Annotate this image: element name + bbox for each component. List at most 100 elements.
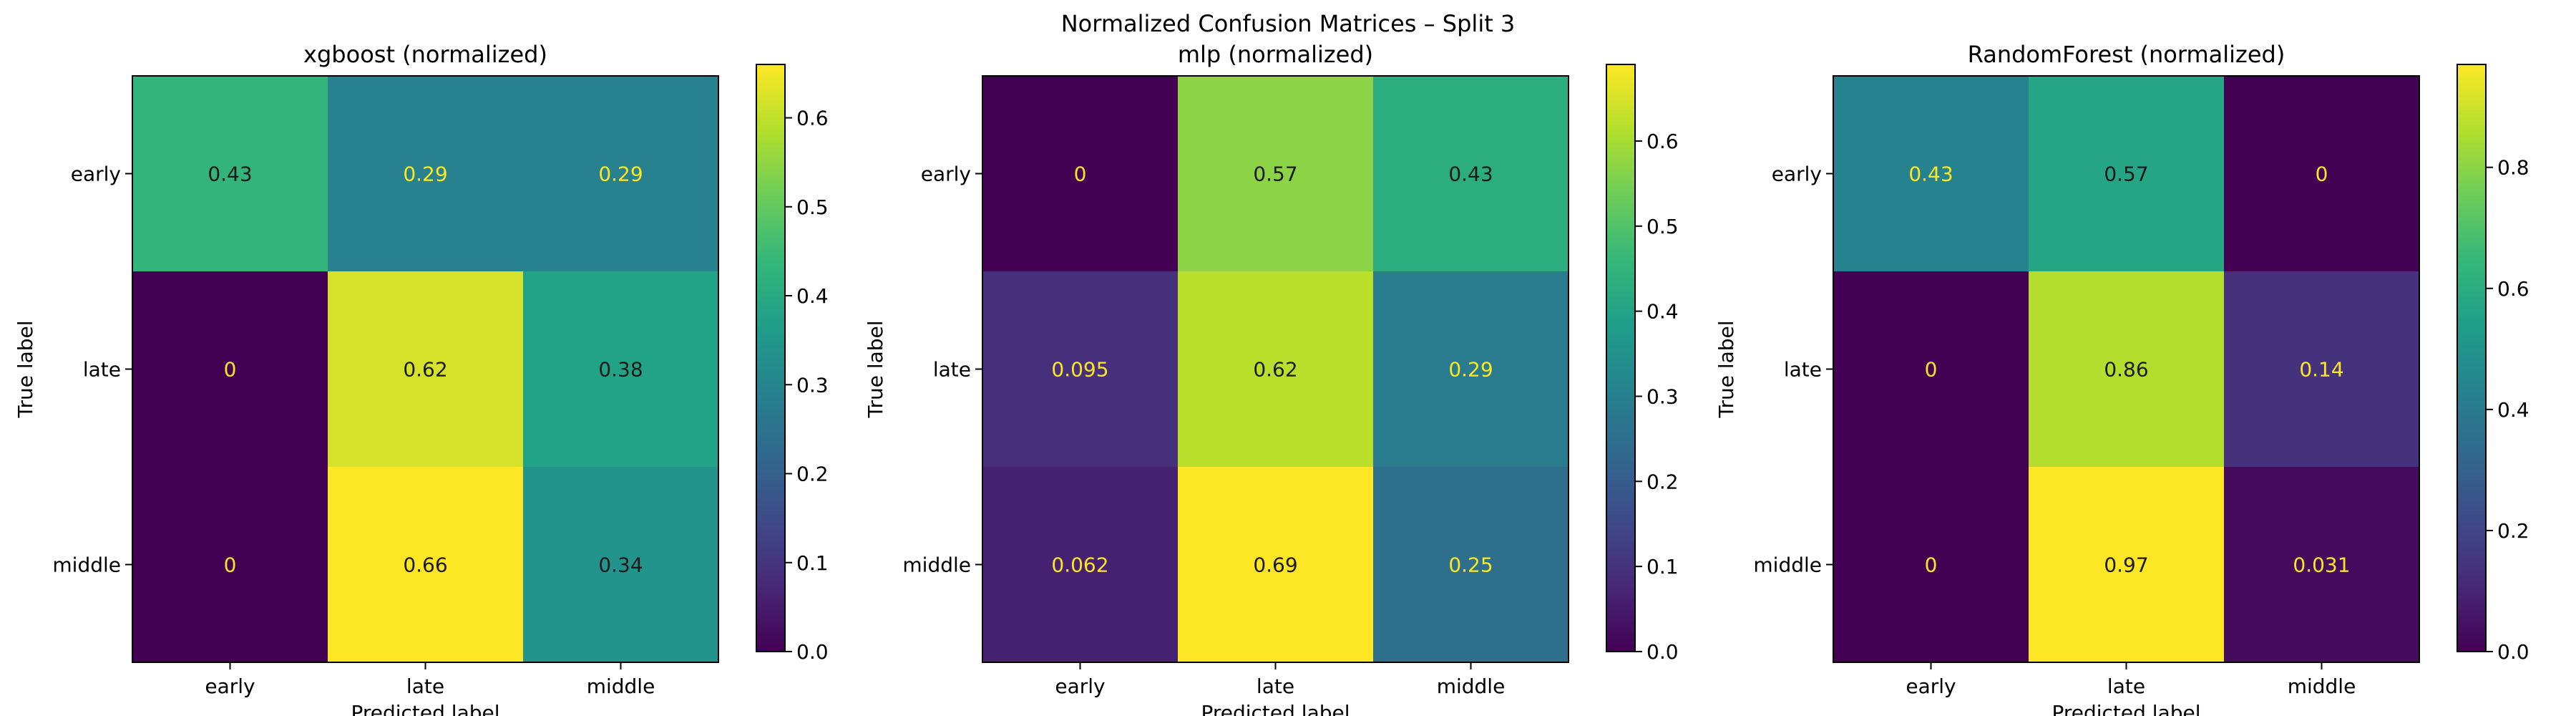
heatmap-cell (2224, 271, 2420, 468)
heatmap-cell (132, 271, 328, 468)
heatmap-cell (1178, 76, 1374, 272)
x-axis-label: Predicted label (1201, 701, 1350, 716)
cell-value-label: 0.29 (1448, 358, 1493, 382)
y-tick-label: middle (52, 553, 121, 577)
cell-value-label: 0.43 (208, 163, 252, 186)
heatmap-cell (328, 271, 524, 468)
x-tick-label: late (1257, 674, 1294, 698)
colorbar (1606, 64, 1636, 652)
x-tick-label: middle (1437, 674, 1506, 698)
y-tick-label: middle (1753, 553, 1822, 577)
colorbar-tick-label: 0.2 (1646, 470, 1679, 493)
colorbar-tick-label: 0.6 (1646, 130, 1679, 153)
y-tick-label: early (921, 163, 971, 186)
cell-value-label: 0.43 (1448, 163, 1493, 186)
colorbar-tick-label: 0.5 (796, 195, 829, 219)
colorbar-tick-label: 0.0 (2497, 640, 2529, 664)
cell-value-label: 0 (224, 358, 237, 382)
cell-value-label: 0.34 (598, 553, 643, 577)
cell-value-label: 0.62 (1253, 358, 1297, 382)
y-axis-label: True label (864, 320, 887, 418)
heatmap-cell (982, 467, 1179, 663)
colorbar-tick-label: 0.5 (1646, 215, 1679, 238)
cell-value-label: 0.031 (2293, 553, 2350, 577)
panel-3: RandomForest (normalized) 0.43 0.57 0 0 0.86 0… (1714, 41, 2529, 716)
colorbar-tick-label: 0.4 (1646, 300, 1679, 324)
heatmap-cell (2029, 76, 2225, 272)
y-axis-label: True label (14, 320, 37, 418)
colorbar-tick-label: 0.4 (2497, 398, 2529, 422)
colorbar-tick-label: 0.8 (2497, 156, 2529, 180)
x-axis-label: Predicted label (351, 701, 499, 716)
heatmap-cell (2029, 271, 2225, 468)
cell-value-label: 0 (2316, 163, 2328, 186)
colorbar-tick-label: 0.2 (2497, 519, 2529, 543)
panel-title: RandomForest (normalized) (1968, 41, 2285, 68)
heatmap-cell (132, 76, 328, 272)
x-axis-label: Predicted label (2051, 701, 2200, 716)
panel-title: xgboost (normalized) (303, 41, 547, 68)
cell-value-label: 0 (1925, 358, 1938, 382)
cell-value-label: 0.38 (598, 358, 643, 382)
heatmap-cell (2224, 467, 2420, 663)
heatmap-cell (523, 76, 719, 272)
figure-suptitle: Normalized Confusion Matrices – Split 3 (1061, 10, 1516, 37)
x-tick-label: early (205, 674, 255, 698)
heatmap-cell (982, 271, 1179, 468)
cell-value-label: 0.062 (1051, 553, 1108, 577)
heatmap-cell (523, 271, 719, 468)
cell-value-label: 0.62 (403, 358, 447, 382)
cell-value-label: 0.57 (2104, 163, 2148, 186)
x-tick-label: middle (2288, 674, 2356, 698)
heatmap-cell (2224, 76, 2420, 272)
panel-title: mlp (normalized) (1178, 41, 1373, 68)
colorbar-tick-label: 0.0 (1646, 640, 1679, 664)
colorbar-tick-label: 0.6 (2497, 277, 2529, 301)
cell-value-label: 0.29 (598, 163, 643, 186)
heatmap-cell (1178, 467, 1374, 663)
cell-value-label: 0 (224, 553, 237, 577)
colorbar-tick-label: 0.2 (796, 463, 829, 486)
colorbar-tick-label: 0.3 (1646, 384, 1679, 408)
y-tick-label: early (1772, 163, 1822, 186)
heatmap-cell (982, 76, 1179, 272)
heatmap-cell (1178, 271, 1374, 468)
heatmap-cell (2029, 467, 2225, 663)
cell-value-label: 0.66 (403, 553, 447, 577)
cell-value-label: 0.25 (1448, 553, 1493, 577)
heatmap-cell (1833, 76, 2029, 272)
x-tick-label: early (1055, 674, 1105, 698)
x-tick-label: early (1906, 674, 1956, 698)
x-tick-label: middle (587, 674, 655, 698)
heatmap-cell (1373, 467, 1569, 663)
cell-value-label: 0.86 (2104, 358, 2148, 382)
y-axis-label: True label (1714, 320, 1738, 418)
colorbar-tick-label: 0.1 (796, 551, 829, 575)
cell-value-label: 0 (1074, 163, 1087, 186)
y-tick-label: late (1784, 358, 1822, 382)
colorbar (2457, 64, 2487, 652)
colorbar-tick-label: 0.6 (796, 107, 829, 130)
heatmap-cell (328, 467, 524, 663)
cell-value-label: 0.57 (1253, 163, 1297, 186)
cell-value-label: 0.29 (403, 163, 447, 186)
x-tick-label: late (2107, 674, 2145, 698)
cell-value-label: 0.14 (2299, 358, 2343, 382)
heatmap-cell (328, 76, 524, 272)
heatmap-cell (1373, 271, 1569, 468)
y-tick-label: late (83, 358, 121, 382)
y-tick-label: early (71, 163, 121, 186)
y-tick-label: middle (902, 553, 971, 577)
heatmap-cell (1833, 467, 2029, 663)
colorbar-tick-label: 0.0 (796, 640, 829, 664)
cell-value-label: 0.095 (1051, 358, 1108, 382)
cell-value-label: 0.43 (1908, 163, 1953, 186)
heatmap-cell (1373, 76, 1569, 272)
colorbar-tick-label: 0.1 (1646, 555, 1679, 579)
cell-value-label: 0.69 (1253, 553, 1297, 577)
colorbar (756, 64, 786, 652)
panel-1: xgboost (normalized) 0.43 0.29 0.29 0 0.62 0.3… (14, 41, 829, 716)
cell-value-label: 0 (1925, 553, 1938, 577)
heatmap-cell (132, 467, 328, 663)
